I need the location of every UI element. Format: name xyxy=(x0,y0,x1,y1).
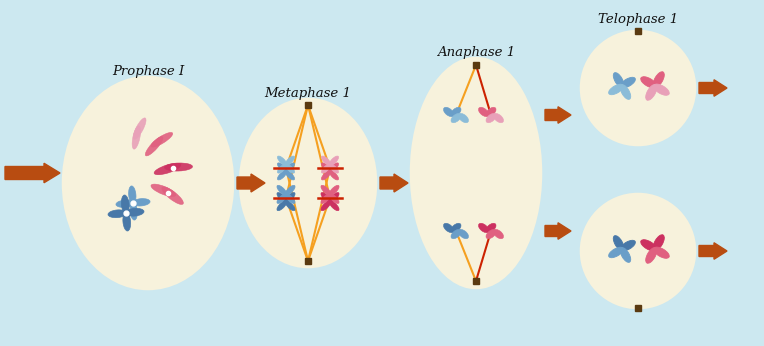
Ellipse shape xyxy=(486,107,496,117)
Ellipse shape xyxy=(130,202,138,220)
Ellipse shape xyxy=(285,163,295,172)
Ellipse shape xyxy=(478,223,489,233)
Ellipse shape xyxy=(451,223,461,233)
Ellipse shape xyxy=(322,156,331,165)
FancyArrow shape xyxy=(380,174,408,192)
Ellipse shape xyxy=(277,194,286,203)
Ellipse shape xyxy=(151,133,173,147)
Text: Telophase 1: Telophase 1 xyxy=(598,13,678,26)
Ellipse shape xyxy=(151,184,176,197)
Ellipse shape xyxy=(108,210,127,218)
FancyArrow shape xyxy=(699,80,727,96)
Ellipse shape xyxy=(329,156,338,165)
Ellipse shape xyxy=(329,185,339,195)
Ellipse shape xyxy=(609,84,623,95)
Ellipse shape xyxy=(620,85,631,99)
Ellipse shape xyxy=(613,73,623,88)
Ellipse shape xyxy=(458,229,468,239)
Ellipse shape xyxy=(277,185,286,195)
Ellipse shape xyxy=(494,229,503,239)
Ellipse shape xyxy=(458,113,468,123)
Ellipse shape xyxy=(321,201,331,211)
Ellipse shape xyxy=(277,201,286,211)
Ellipse shape xyxy=(620,240,636,251)
Ellipse shape xyxy=(653,72,664,88)
Ellipse shape xyxy=(277,163,286,172)
Ellipse shape xyxy=(494,113,503,123)
Ellipse shape xyxy=(321,185,331,195)
Ellipse shape xyxy=(653,247,669,258)
Ellipse shape xyxy=(321,193,331,202)
FancyArrow shape xyxy=(545,107,571,123)
FancyArrow shape xyxy=(5,163,60,183)
Ellipse shape xyxy=(121,195,129,214)
Ellipse shape xyxy=(646,84,657,100)
FancyArrow shape xyxy=(237,174,265,192)
Ellipse shape xyxy=(620,77,636,88)
Ellipse shape xyxy=(581,31,695,145)
Ellipse shape xyxy=(285,156,295,165)
Ellipse shape xyxy=(164,163,193,171)
Ellipse shape xyxy=(277,171,286,180)
Ellipse shape xyxy=(329,171,338,180)
Ellipse shape xyxy=(329,163,338,172)
FancyArrow shape xyxy=(545,223,571,239)
Text: Prophase I: Prophase I xyxy=(112,65,184,78)
Ellipse shape xyxy=(329,201,339,211)
Ellipse shape xyxy=(486,223,496,233)
Ellipse shape xyxy=(411,58,541,288)
Ellipse shape xyxy=(132,126,141,149)
Ellipse shape xyxy=(154,163,181,175)
Ellipse shape xyxy=(329,164,338,173)
Ellipse shape xyxy=(322,171,331,180)
Ellipse shape xyxy=(451,113,461,123)
Text: Anaphase 1: Anaphase 1 xyxy=(437,46,515,59)
Ellipse shape xyxy=(285,171,295,180)
Ellipse shape xyxy=(116,200,134,207)
Ellipse shape xyxy=(133,118,146,139)
Ellipse shape xyxy=(240,99,376,267)
Ellipse shape xyxy=(653,84,669,95)
Ellipse shape xyxy=(451,229,461,239)
Ellipse shape xyxy=(443,107,454,117)
Ellipse shape xyxy=(285,194,295,203)
Ellipse shape xyxy=(329,194,339,203)
Ellipse shape xyxy=(486,229,496,239)
Ellipse shape xyxy=(620,248,631,262)
Ellipse shape xyxy=(285,193,295,202)
Ellipse shape xyxy=(581,194,695,308)
Ellipse shape xyxy=(322,164,331,173)
FancyArrow shape xyxy=(699,243,727,259)
Ellipse shape xyxy=(162,187,183,204)
Ellipse shape xyxy=(478,107,489,117)
Ellipse shape xyxy=(641,240,656,251)
Ellipse shape xyxy=(132,199,150,206)
Ellipse shape xyxy=(125,208,144,216)
Ellipse shape xyxy=(613,236,623,251)
Ellipse shape xyxy=(63,77,233,289)
Ellipse shape xyxy=(285,164,295,173)
Ellipse shape xyxy=(285,185,295,195)
Ellipse shape xyxy=(145,137,163,156)
Ellipse shape xyxy=(123,212,131,231)
Ellipse shape xyxy=(486,113,496,123)
Ellipse shape xyxy=(277,193,286,202)
Ellipse shape xyxy=(609,247,623,258)
Ellipse shape xyxy=(646,247,657,263)
Ellipse shape xyxy=(451,107,461,117)
Text: Metaphase 1: Metaphase 1 xyxy=(264,87,351,100)
Ellipse shape xyxy=(285,201,295,211)
Ellipse shape xyxy=(329,193,339,202)
Ellipse shape xyxy=(128,186,136,204)
Ellipse shape xyxy=(653,235,664,251)
Ellipse shape xyxy=(277,156,286,165)
Ellipse shape xyxy=(277,164,286,173)
Ellipse shape xyxy=(321,194,331,203)
Ellipse shape xyxy=(641,77,656,88)
Ellipse shape xyxy=(322,163,331,172)
Ellipse shape xyxy=(443,223,454,233)
